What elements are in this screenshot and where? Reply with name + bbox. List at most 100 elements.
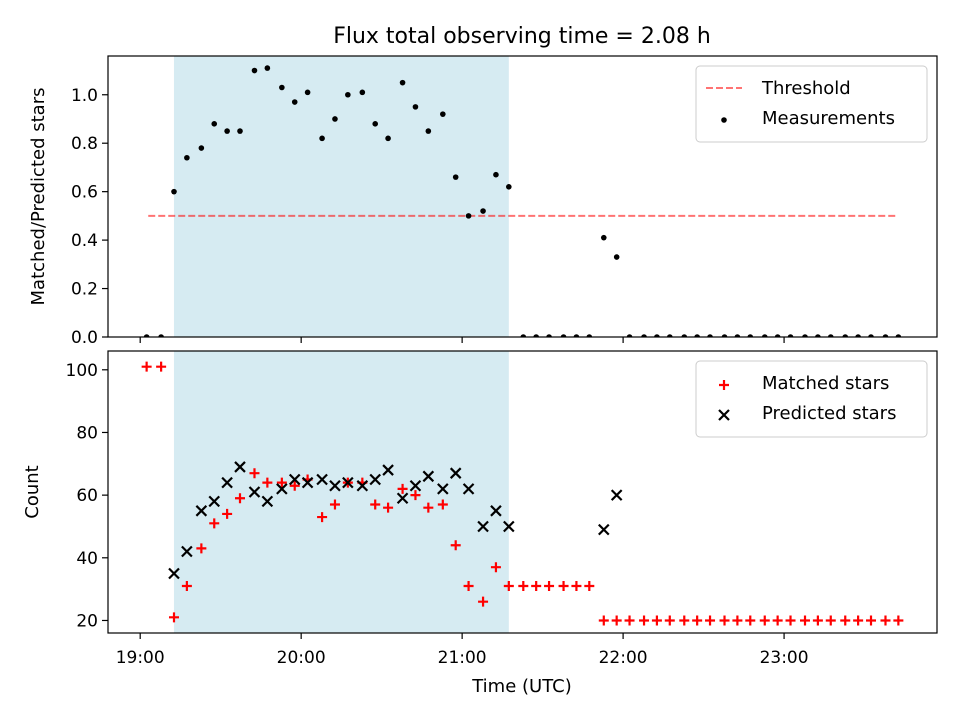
matched-star-marker	[840, 615, 851, 626]
measurement-point	[626, 334, 633, 337]
measurement-point	[774, 334, 781, 337]
matched-star-marker	[800, 615, 811, 626]
matched-star-marker	[317, 512, 328, 523]
predicted-star-marker	[477, 520, 489, 533]
matched-star-marker	[719, 615, 730, 626]
predicted-star-marker	[342, 476, 354, 489]
plot-area	[141, 361, 904, 626]
matched-star-marker	[679, 615, 690, 626]
measurement-point	[143, 334, 150, 337]
matched-star-marker	[544, 581, 555, 591]
matched-star-marker	[383, 502, 394, 513]
matched-star-marker	[370, 499, 381, 510]
matched-star-marker	[276, 477, 287, 488]
matched-star-marker	[812, 615, 823, 626]
matched-star-marker	[437, 499, 448, 510]
measurement-point	[560, 334, 567, 337]
y-tick-label: 0.0	[71, 328, 98, 348]
matched-star-marker	[478, 596, 489, 607]
y-tick-label: 60	[76, 486, 98, 506]
y-axis-label: Count	[22, 465, 43, 518]
matched-star-marker	[664, 615, 675, 626]
matched-star-marker	[893, 615, 904, 626]
y-tick-label: 40	[76, 549, 98, 569]
measurement-point	[600, 234, 607, 241]
matched-star-marker	[168, 612, 179, 623]
measurement-point	[211, 121, 218, 127]
measurement-point	[345, 91, 351, 98]
x-axis-label: Time (UTC)	[471, 676, 572, 697]
measurement-point	[425, 128, 432, 134]
predicted-star-marker	[316, 473, 328, 486]
measurement-point	[332, 116, 338, 122]
measurement-point	[440, 111, 446, 117]
matched-star-marker	[196, 543, 207, 554]
legend-matched-swatch	[719, 380, 729, 390]
matched-star-marker	[423, 502, 434, 513]
measurement-point	[882, 334, 889, 337]
predicted-star-marker	[422, 470, 435, 483]
measurement-point	[399, 79, 406, 86]
matched-star-marker	[234, 493, 245, 504]
legend-box	[695, 360, 928, 438]
y-axis-label: Matched/Predicted stars	[28, 88, 49, 306]
predicted-star-marker	[490, 505, 502, 517]
matched-star-marker	[222, 508, 233, 519]
matched-star-marker	[880, 615, 891, 626]
measurement-point	[734, 334, 741, 337]
legend-predicted-swatch	[718, 409, 730, 421]
predicted-star-marker	[301, 476, 314, 489]
matched-star-marker	[611, 615, 622, 626]
predicted-star-marker	[369, 473, 381, 486]
legend-label: Measurements	[762, 108, 895, 129]
measurement-point	[641, 334, 647, 337]
y-tick-label: 20	[76, 611, 98, 631]
predicted-star-marker	[396, 492, 409, 505]
y-tick-label: 80	[76, 423, 98, 443]
legend-label: Threshold	[761, 78, 851, 99]
y-tick-label: 1.0	[71, 86, 98, 106]
predicted-star-marker	[329, 479, 341, 492]
matched-star-marker	[450, 540, 461, 551]
matched-star-marker	[745, 615, 756, 626]
matched-star-marker	[692, 615, 703, 626]
matched-star-marker	[598, 615, 609, 626]
matched-star-marker	[463, 581, 474, 591]
measurement-point	[815, 334, 821, 337]
predicted-star-marker	[276, 483, 288, 495]
x-tick-label: 19:00	[116, 648, 165, 668]
x-tick-label: 20:00	[277, 648, 326, 668]
matched-star-marker	[490, 562, 501, 573]
matched-star-marker	[410, 490, 421, 501]
measurement-point	[264, 65, 271, 71]
measurement-point	[613, 254, 620, 260]
matched-star-marker	[825, 615, 836, 626]
measurement-point	[412, 104, 419, 110]
matched-star-marker	[249, 468, 260, 479]
measurement-point	[666, 334, 673, 337]
measurement-point	[480, 208, 486, 214]
measurement-point	[546, 334, 552, 337]
matched-star-marker	[705, 615, 716, 626]
matched-star-marker	[209, 518, 220, 529]
measurement-point	[827, 334, 834, 337]
measurement-point	[761, 334, 768, 337]
measurement-point	[694, 334, 700, 337]
matched-star-marker	[866, 615, 877, 626]
measurement-point	[291, 99, 298, 105]
predicted-star-marker	[288, 473, 301, 486]
measurement-point	[855, 334, 861, 337]
predicted-star-marker	[261, 495, 274, 508]
measurement-point	[385, 135, 391, 142]
x-tick-label: 21:00	[438, 648, 487, 668]
figure-title: Flux total observing time = 2.08 h	[333, 24, 711, 49]
measurement-point	[842, 334, 849, 337]
predicted-star-marker	[248, 486, 261, 498]
matched-star-marker	[397, 483, 408, 494]
measurement-point	[747, 334, 754, 337]
measurement-point	[787, 334, 794, 337]
measurement-point	[681, 334, 688, 337]
legend: Matched stars Predicted stars	[695, 360, 928, 438]
y-tick-label: 0.2	[71, 280, 98, 300]
predicted-star-marker	[462, 483, 475, 495]
